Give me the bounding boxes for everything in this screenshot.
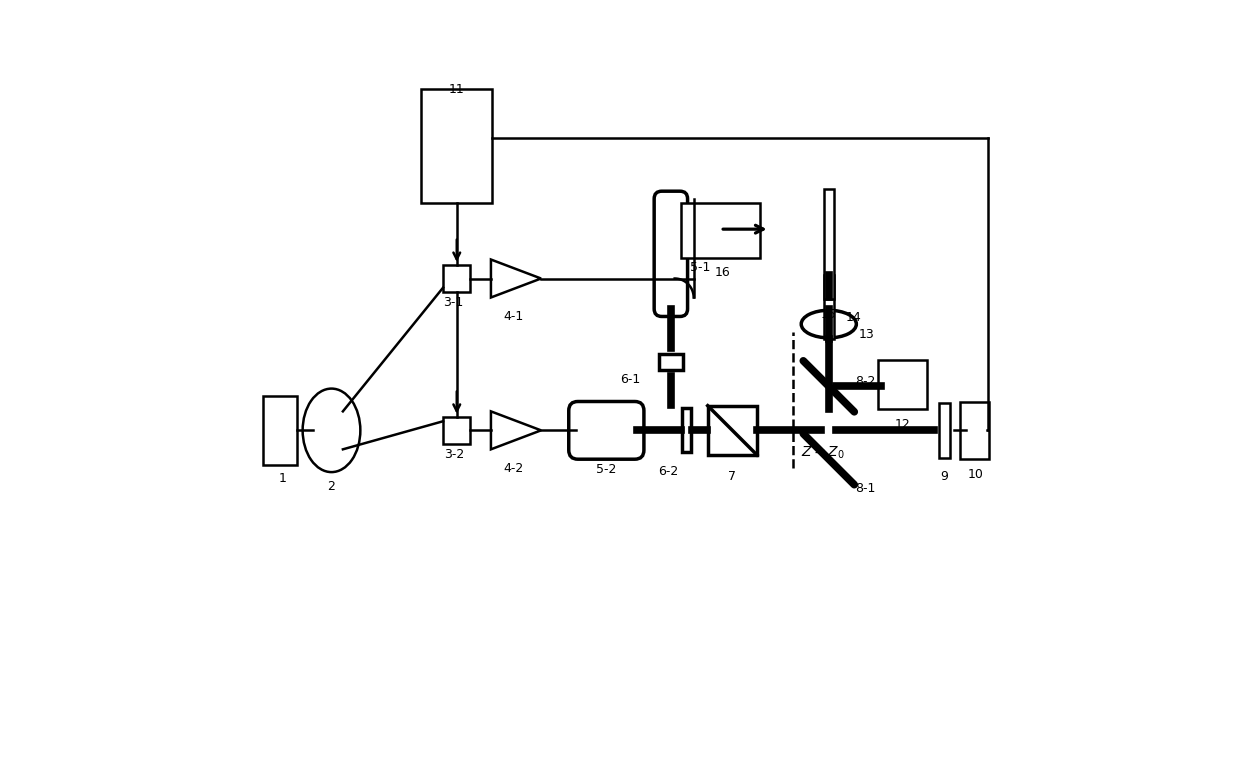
Bar xyxy=(658,354,683,370)
Polygon shape xyxy=(491,411,541,450)
Bar xyxy=(682,408,692,453)
Text: 10: 10 xyxy=(967,469,983,482)
Ellipse shape xyxy=(303,389,361,472)
Bar xyxy=(443,265,470,292)
Bar xyxy=(443,417,470,444)
Bar xyxy=(422,88,492,203)
Text: 9: 9 xyxy=(940,470,949,483)
Bar xyxy=(960,402,990,459)
Bar xyxy=(263,396,298,465)
Text: 1: 1 xyxy=(278,472,286,485)
Text: 4-2: 4-2 xyxy=(503,463,523,475)
Text: 6-1: 6-1 xyxy=(620,373,641,386)
Bar xyxy=(708,405,758,455)
Bar xyxy=(823,189,833,299)
Text: 6-2: 6-2 xyxy=(657,465,678,478)
Text: 15: 15 xyxy=(821,309,837,322)
Text: 4-1: 4-1 xyxy=(503,310,523,323)
Bar xyxy=(823,275,833,339)
Bar xyxy=(681,203,760,258)
Text: 12: 12 xyxy=(894,418,910,431)
Polygon shape xyxy=(491,260,541,297)
Text: 8-2: 8-2 xyxy=(856,375,875,388)
Ellipse shape xyxy=(801,310,857,338)
Text: 2: 2 xyxy=(327,480,336,493)
Text: 3-1: 3-1 xyxy=(443,296,463,309)
FancyBboxPatch shape xyxy=(569,402,644,459)
Bar xyxy=(878,360,926,409)
Text: 5-2: 5-2 xyxy=(596,463,616,476)
Text: 3-2: 3-2 xyxy=(444,448,465,461)
Bar xyxy=(939,403,950,458)
Text: 14: 14 xyxy=(846,311,862,324)
Text: $Z=Z_0$: $Z=Z_0$ xyxy=(801,444,844,461)
Text: 16: 16 xyxy=(714,266,730,279)
Text: 13: 13 xyxy=(859,328,875,341)
FancyBboxPatch shape xyxy=(655,191,687,316)
Text: 8-1: 8-1 xyxy=(856,482,875,495)
Text: 11: 11 xyxy=(449,82,465,95)
Text: 5-1: 5-1 xyxy=(689,261,711,274)
Text: 7: 7 xyxy=(728,470,737,483)
